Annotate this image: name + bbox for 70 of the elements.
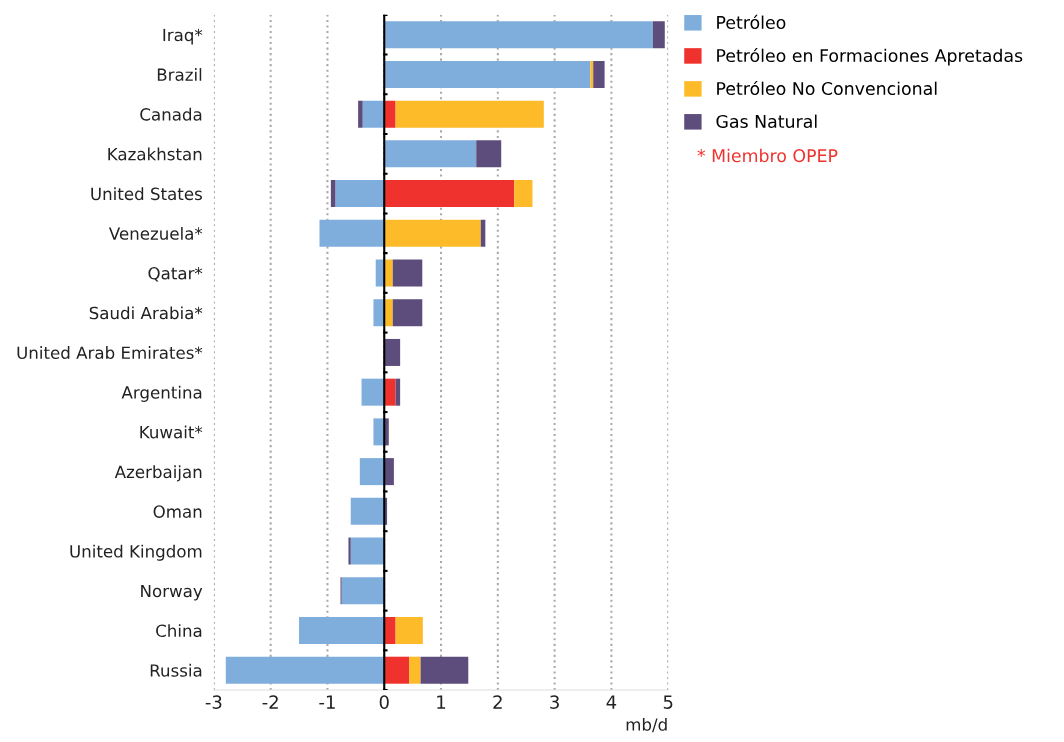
bar (384, 656, 410, 684)
y-tick-label: United Kingdom (70, 544, 202, 561)
x-tick-label: 0 (379, 695, 389, 709)
bar (384, 140, 477, 168)
y-tick-label: Brazil (157, 68, 202, 81)
bar (225, 656, 385, 684)
bar (392, 299, 423, 327)
y-tick-label: Venezuela* (108, 226, 203, 240)
bar (395, 100, 544, 128)
bar (384, 338, 401, 366)
y-tick-label: China (156, 624, 202, 638)
bar (384, 180, 515, 208)
x-tick-label: 3 (550, 695, 559, 709)
bar (384, 299, 393, 327)
bar (361, 378, 385, 406)
text: * Miembro OPEP (697, 148, 838, 163)
legend-label: Petróleo en Formaciones Apretadas (717, 47, 1023, 66)
x-tick-label: -1 (319, 695, 335, 709)
bar (476, 140, 502, 168)
bar (350, 497, 385, 525)
bar (395, 616, 423, 644)
bar (358, 100, 363, 128)
bar (348, 537, 351, 565)
bar (590, 60, 594, 88)
x-axis-title: mb/d (626, 717, 667, 733)
bar (362, 100, 385, 128)
bar (341, 577, 385, 605)
bar (420, 656, 469, 684)
bar (514, 180, 533, 208)
x-tick-label: -3 (205, 695, 222, 709)
bar (384, 21, 653, 49)
bar (373, 299, 385, 327)
y-tick-label: Saudi Arabia* (89, 306, 203, 320)
bar (335, 180, 385, 208)
bar (350, 537, 385, 565)
y-tick-label: Kuwait* (140, 425, 203, 439)
bar (384, 259, 393, 287)
bar (299, 616, 385, 644)
bar (593, 60, 605, 88)
y-tick-label: United Arab Emirates* (17, 346, 203, 360)
x-tick-label: -2 (262, 695, 278, 709)
x-tick-label: 5 (663, 695, 673, 709)
y-tick-label: Argentina (121, 385, 202, 402)
x-tick-label: 4 (606, 695, 617, 709)
bar (652, 21, 665, 49)
bar (359, 458, 385, 486)
bar (319, 219, 385, 247)
legend-label: Gas Natural (716, 114, 817, 129)
legend-label: Petróleo No Convencional (717, 80, 937, 96)
x-tick-label: 2 (493, 695, 502, 709)
y-tick-label: Canada (140, 107, 202, 121)
y-tick-label: Russia (150, 663, 202, 677)
bar (384, 616, 396, 644)
y-tick-label: Iraq* (163, 28, 203, 45)
bar (409, 656, 421, 684)
y-tick-label: Qatar* (148, 266, 203, 282)
bar (384, 100, 396, 128)
y-tick-label: Azerbaijan (114, 465, 202, 482)
bar (384, 60, 591, 88)
y-tick-label: United States (91, 187, 202, 201)
legend-label: Petróleo (717, 14, 786, 29)
x-tick-label: 1 (437, 695, 446, 709)
bar (384, 458, 394, 486)
y-tick-label: Norway (141, 584, 203, 601)
bar (384, 378, 396, 406)
bar (392, 259, 423, 287)
bar (384, 219, 481, 247)
y-tick-label: Kazakhstan (108, 147, 202, 161)
y-tick-label: Oman (153, 505, 202, 518)
bar (373, 418, 385, 446)
